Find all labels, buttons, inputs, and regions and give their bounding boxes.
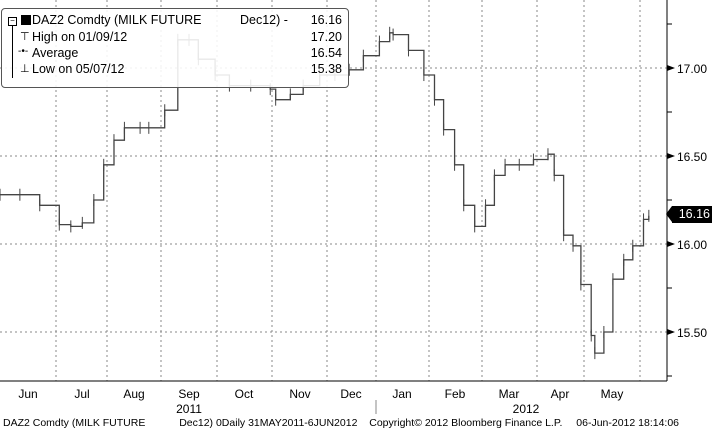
legend-low-value: 15.38 [310,62,342,76]
footer-ticker: DAZ2 Comdty (MILK FUTURE [3,417,146,429]
footer-timestamp: 06-Jun-2012 18:14:06 [576,417,680,429]
x-month-label: Oct [235,387,254,401]
legend-average-value: 16.54 [310,46,342,60]
y-tick-label: 17.00 [677,62,707,76]
tick-arrow [667,329,675,335]
x-month-label: Jun [18,387,37,401]
x-month-label: Jan [392,387,411,401]
x-year-label: 2011 [176,402,202,416]
legend-high-value: 17.20 [310,30,342,44]
collapse-icon[interactable]: − [8,17,17,26]
tick-arrow [667,153,675,159]
legend: − DAZ2 Comdty (MILK FUTURE Dec12) - 16.1… [1,8,349,88]
y-tick-label: 16.50 [677,150,707,164]
x-month-label: Mar [499,387,520,401]
tick-arrow [667,241,675,247]
last-price-tag: 16.16 [666,206,712,223]
x-month-label: May [601,387,624,401]
x-month-label: Aug [123,387,144,401]
x-month-label: Sep [178,387,200,401]
legend-low-label: Low on 05/07/12 [32,62,125,76]
tick-arrow [667,65,675,71]
legend-average-label: Average [32,46,79,60]
footer-copyright: Copyright© 2012 Bloomberg Finance L.P. [369,417,563,429]
average-marker-icon: -•- [18,46,29,57]
x-month-label: Feb [445,387,466,401]
x-month-label: Apr [551,387,570,401]
legend-high-label: High on 01/09/12 [32,30,128,44]
legend-series-mid: Dec12) - [240,13,288,27]
high-marker-icon: ⊤ [20,31,30,43]
legend-series-value: 16.16 [310,13,342,27]
x-month-label: Nov [289,387,310,401]
footer: DAZ2 Comdty (MILK FUTURE Dec12) 0Daily 3… [3,417,679,429]
y-tick-label: 15.50 [677,326,707,340]
y-tick-label: 16.00 [677,238,707,252]
x-month-label: Jul [74,387,89,401]
x-month-label: Dec [340,387,361,401]
legend-tree-line [12,26,17,78]
footer-range: Dec12) 0Daily 31MAY2011-6JUN2012 [179,417,358,429]
low-marker-icon: ⊥ [20,63,30,75]
legend-series-label: DAZ2 Comdty (MILK FUTURE [32,13,202,27]
x-year-label: 2012 [513,402,540,416]
series-swatch-icon [21,15,31,25]
